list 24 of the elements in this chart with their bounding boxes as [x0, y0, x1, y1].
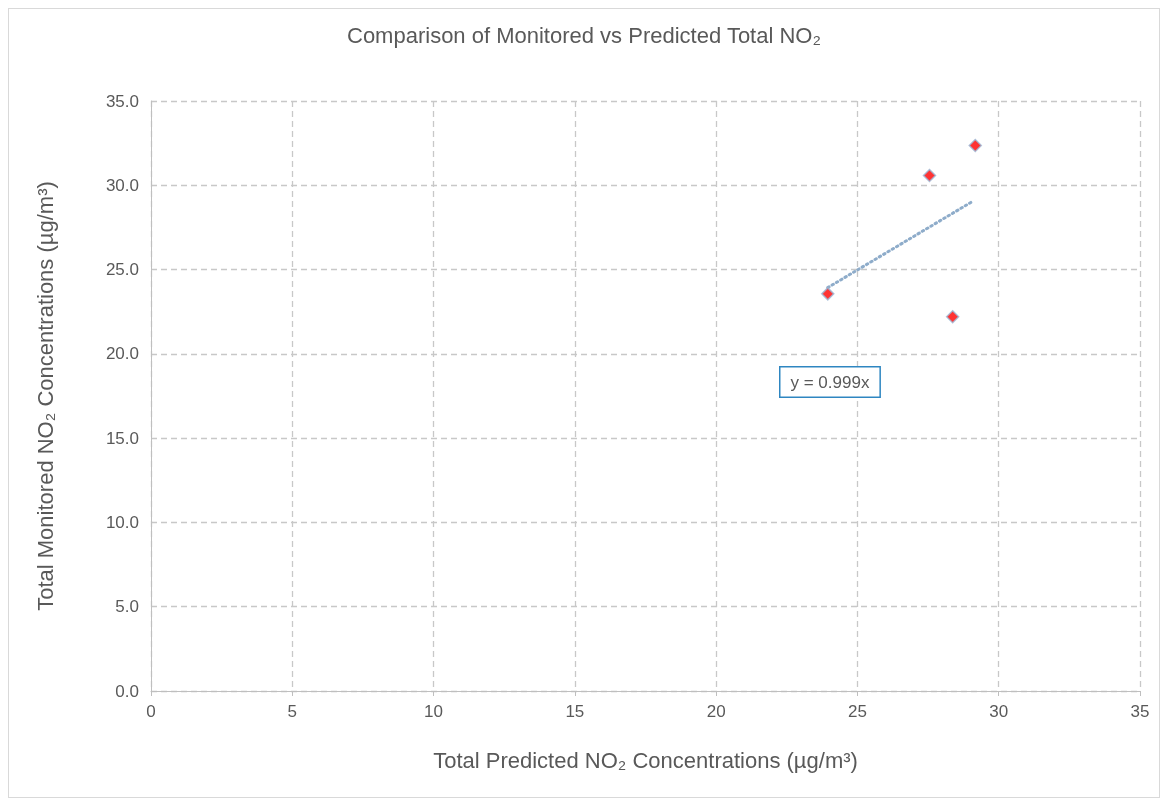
point: [945, 310, 960, 324]
y-tick-label: 20.0: [105, 344, 139, 364]
x-tick-label: 15: [565, 702, 585, 721]
x-tick-label: 20: [706, 702, 726, 721]
x-axis-title: Total Predicted NO₂ Concentrations (µg/m³): [433, 747, 858, 773]
point: [821, 287, 835, 301]
annotation: y = 0.999x: [790, 372, 870, 392]
y-tick-label: 0.0: [115, 681, 139, 701]
x-tick-label: 0: [146, 702, 156, 721]
x-tick-label: 5: [287, 702, 298, 721]
chart-title: Comparison of Monitored vs Predicted Total NO₂: [346, 22, 822, 48]
point: [922, 168, 937, 183]
y-axis-title: Total Monitored NO₂ Concentrations (µg/m³): [32, 181, 58, 611]
x-tick-label: 30: [989, 702, 1009, 721]
point: [968, 138, 983, 153]
y-tick-label: 25.0: [105, 260, 139, 280]
y-tick-label: 30.0: [105, 175, 139, 195]
y-tick-label: 15.0: [105, 428, 139, 448]
x-tick-label: 10: [424, 702, 444, 721]
y-tick-label: 35.0: [105, 91, 139, 111]
y-tick-label: 5.0: [115, 597, 139, 617]
x-tick-label: 25: [847, 702, 867, 721]
x-tick-label: 35: [1130, 702, 1150, 721]
y-tick-label: 10.0: [105, 512, 139, 532]
